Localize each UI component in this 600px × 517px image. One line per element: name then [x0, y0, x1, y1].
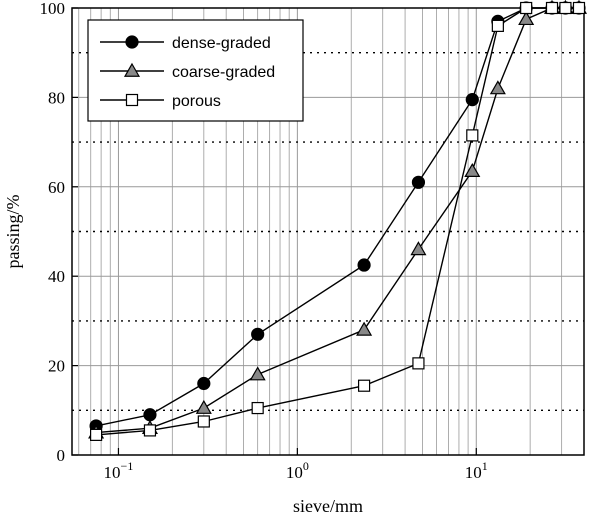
legend-marker-circle: [125, 35, 139, 49]
data-point-dense-graded: [197, 376, 211, 391]
legend-item-dense-graded: dense-graded: [100, 35, 271, 52]
data-point-porous: [143, 424, 157, 437]
data-point-dense-graded: [465, 93, 479, 107]
data-point-porous: [357, 379, 371, 392]
legend-label: coarse-graded: [172, 64, 275, 81]
data-point-coarse-graded: [489, 80, 506, 95]
y-tick-label: 20: [48, 357, 65, 376]
x-tick-label: 10−1: [104, 459, 134, 482]
x-tick-label: 100: [286, 459, 309, 482]
legend-label: porous: [172, 93, 221, 110]
data-point-coarse-graded: [249, 366, 266, 381]
legend-item-coarse-graded: coarse-graded: [100, 62, 275, 81]
y-tick-label: 80: [48, 88, 65, 107]
data-point-porous: [545, 1, 559, 15]
y-tick-label: 0: [57, 446, 66, 465]
data-point-coarse-graded: [464, 162, 481, 178]
plot-frame: [71, 7, 585, 456]
data-point-porous: [520, 1, 533, 15]
y-tick-label: 60: [48, 178, 65, 197]
data-point-porous: [572, 1, 586, 15]
legend-item-porous: porous: [100, 93, 221, 110]
y-axis-label: passing/%: [3, 194, 23, 268]
y-tick-label: 40: [48, 267, 65, 286]
data-point-coarse-graded: [356, 321, 373, 336]
x-tick-label: 101: [465, 459, 488, 482]
data-point-dense-graded: [143, 408, 157, 422]
legend: dense-graded coarse-graded porous: [87, 19, 304, 122]
series-group: [88, 0, 588, 441]
data-point-coarse-graded: [518, 10, 535, 26]
data-point-porous: [559, 1, 572, 15]
series-porous: [89, 1, 586, 441]
data-point-dense-graded: [357, 258, 371, 272]
data-point-dense-graded: [411, 175, 426, 189]
data-point-porous: [89, 428, 103, 441]
data-point-porous: [251, 401, 264, 415]
data-point-dense-graded: [251, 327, 265, 341]
data-point-coarse-graded: [195, 399, 212, 414]
x-axis-label: sieve/mm: [293, 496, 363, 516]
data-point-porous: [466, 129, 479, 142]
data-point-porous: [197, 415, 210, 428]
data-point-porous: [412, 357, 425, 370]
y-tick-label: 100: [40, 0, 66, 18]
legend-marker-square: [125, 93, 139, 107]
legend-marker-triangle: [123, 62, 141, 77]
legend-label: dense-graded: [172, 35, 271, 52]
data-point-coarse-graded: [410, 241, 427, 256]
axis-ticks: 0 20 40 60 80 100 10−1 100 101: [40, 0, 488, 482]
data-point-porous: [491, 19, 504, 32]
